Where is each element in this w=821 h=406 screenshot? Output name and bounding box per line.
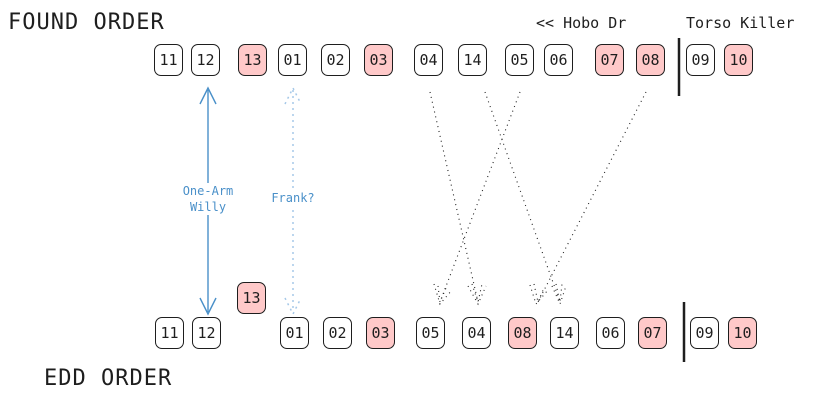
edd-box-03: 03 <box>366 317 395 349</box>
edd-box-04: 04 <box>462 317 491 349</box>
edd-box-12: 12 <box>192 317 221 349</box>
found-box-11: 11 <box>154 44 183 76</box>
edd-box-07: 07 <box>638 317 667 349</box>
found-box-02: 02 <box>321 44 350 76</box>
found-box-03: 03 <box>364 44 393 76</box>
swap-lines <box>429 91 647 306</box>
found-box-04: 04 <box>414 44 443 76</box>
found-box-12: 12 <box>191 44 220 76</box>
found-box-07: 07 <box>595 44 624 76</box>
frank-label: Frank? <box>262 190 324 206</box>
found-box-10: 10 <box>724 44 753 76</box>
edd-box-05: 05 <box>416 317 445 349</box>
willy-label: One-Arm Willy <box>168 183 248 215</box>
edd-box-01: 01 <box>280 317 309 349</box>
found-box-05: 05 <box>505 44 534 76</box>
edd-order-heading: EDD ORDER <box>44 366 173 391</box>
edd-box-08: 08 <box>508 317 537 349</box>
hobo-drive-note: << Hobo Dr <box>536 14 627 32</box>
edd-box-11: 11 <box>155 317 184 349</box>
torso-killer-note: Torso Killer <box>686 14 795 32</box>
found-box-01: 01 <box>278 44 307 76</box>
frank-arrow <box>284 86 302 316</box>
found-box-14: 14 <box>458 44 487 76</box>
floating-box-13: 13 <box>237 282 266 314</box>
edd-box-09: 09 <box>690 317 719 349</box>
edd-box-10: 10 <box>728 317 757 349</box>
found-order-heading: FOUND ORDER <box>8 10 165 35</box>
edd-box-02: 02 <box>323 317 352 349</box>
found-box-13: 13 <box>238 44 267 76</box>
found-box-06: 06 <box>544 44 573 76</box>
found-box-08: 08 <box>636 44 665 76</box>
edd-box-06: 06 <box>596 317 625 349</box>
edd-box-14: 14 <box>550 317 579 349</box>
found-box-09: 09 <box>686 44 715 76</box>
